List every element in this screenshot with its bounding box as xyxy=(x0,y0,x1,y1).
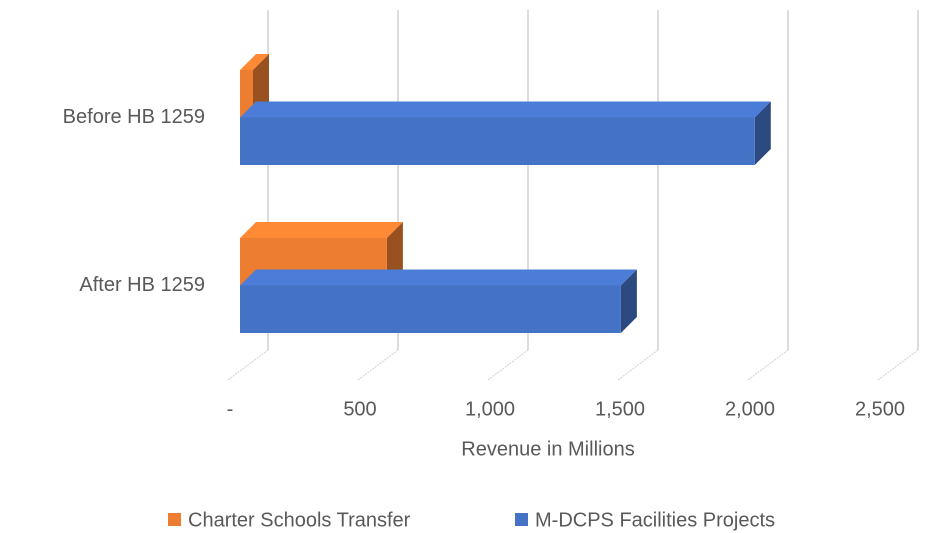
x-tick-label: 1,500 xyxy=(595,398,645,420)
floor-line xyxy=(877,349,919,381)
legend-label: M-DCPS Facilities Projects xyxy=(535,509,775,531)
floor-line xyxy=(747,349,789,381)
bar-top xyxy=(240,101,771,118)
y-tick-label: After HB 1259 xyxy=(79,274,205,296)
x-tick-label: 2,500 xyxy=(855,398,905,420)
bar-top xyxy=(240,269,637,286)
bar-front xyxy=(240,117,755,165)
bar-side xyxy=(754,101,771,165)
x-tick-label: 500 xyxy=(343,398,376,420)
x-tick-label: 1,000 xyxy=(465,398,515,420)
bar xyxy=(240,269,637,333)
floor-line xyxy=(357,349,399,381)
x-axis-title: Revenue in Millions xyxy=(461,438,634,460)
legend-label: Charter Schools Transfer xyxy=(188,509,411,531)
y-tick-label: Before HB 1259 xyxy=(63,106,205,128)
legend-swatch xyxy=(168,513,181,526)
floor-line xyxy=(487,349,529,381)
bar xyxy=(240,101,771,165)
bar-side xyxy=(620,269,637,333)
legend-swatch xyxy=(515,513,528,526)
floor-line xyxy=(617,349,659,381)
floor-line xyxy=(227,349,269,381)
bar-top xyxy=(240,222,403,238)
bar-front xyxy=(240,285,621,333)
x-tick-label: - xyxy=(227,398,234,420)
bar-top xyxy=(240,54,269,70)
x-tick-label: 2,000 xyxy=(725,398,775,420)
bar-front xyxy=(240,70,253,118)
